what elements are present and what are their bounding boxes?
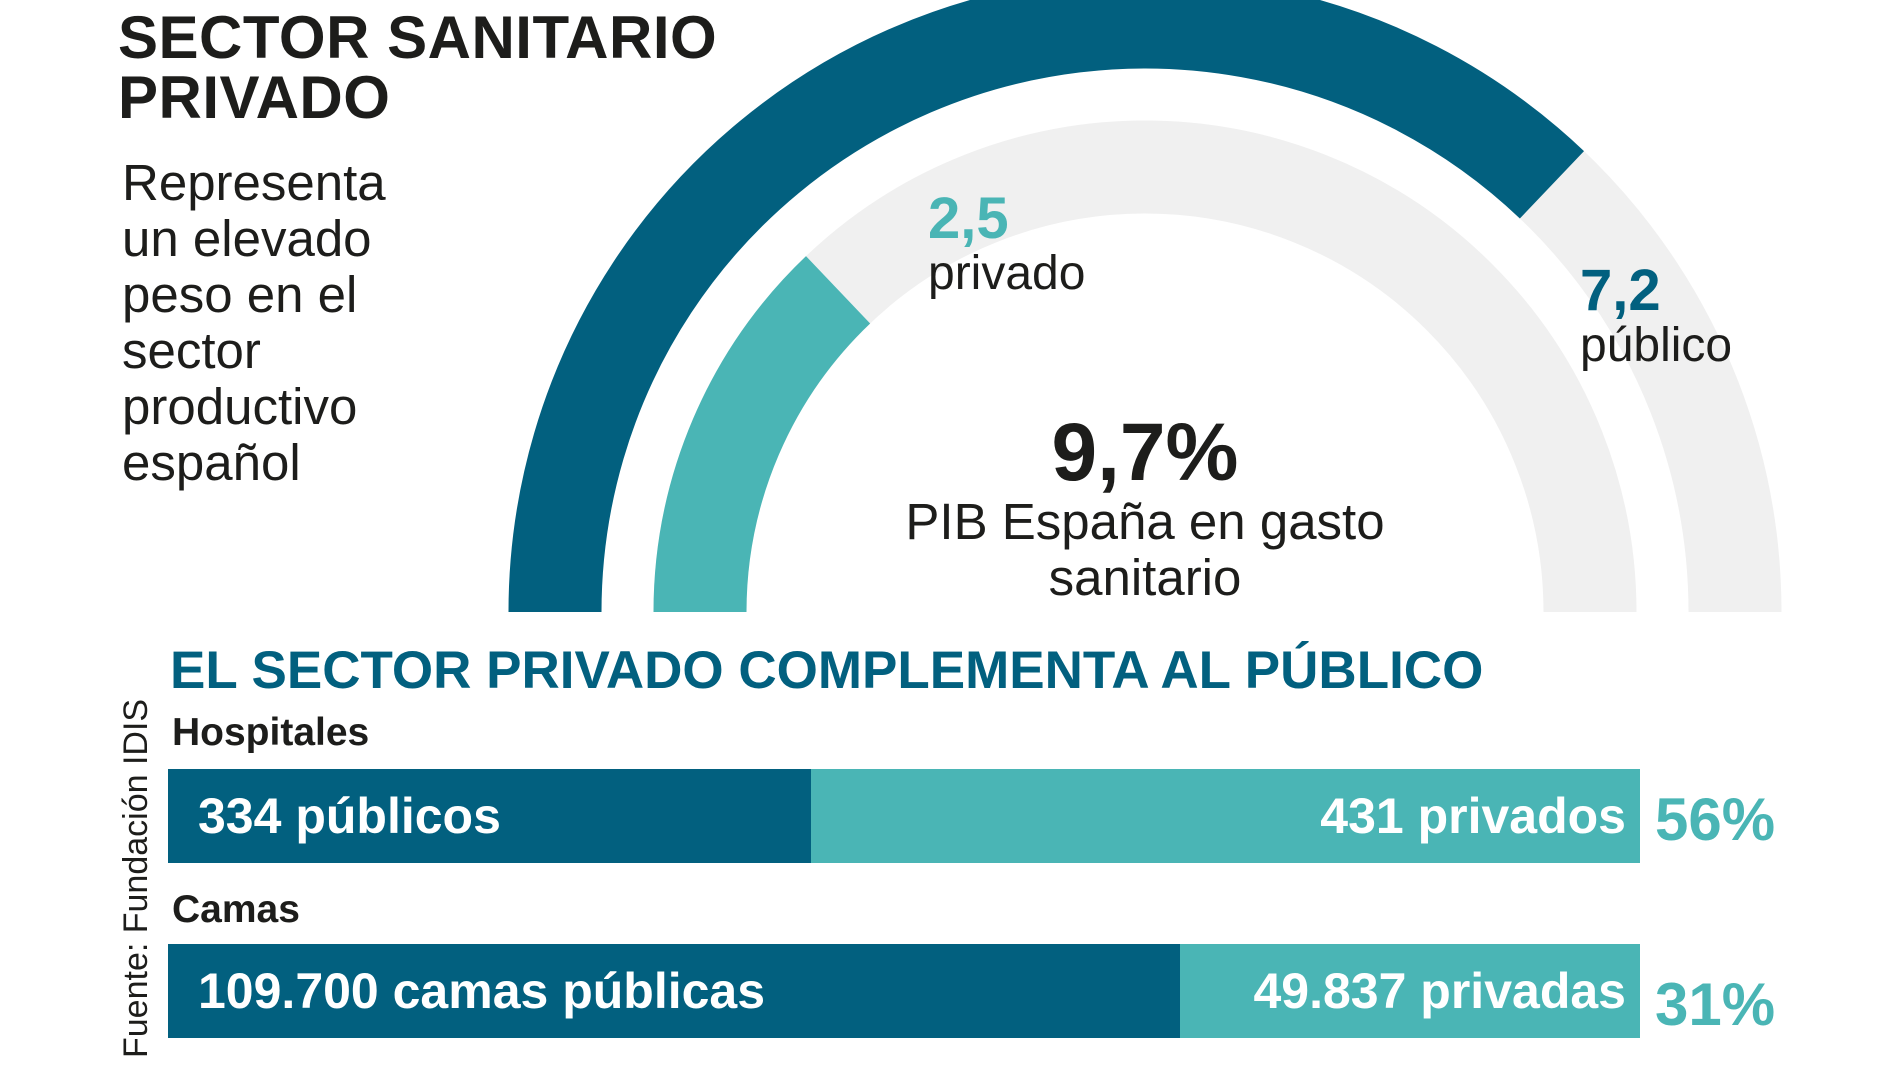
bars-title: EL SECTOR PRIVADO COMPLEMENTA AL PÚBLICO <box>170 641 1484 700</box>
description-line: peso en el <box>122 266 358 323</box>
description-line: sector <box>122 322 261 379</box>
description-line: productivo <box>122 378 358 435</box>
source-note: Fuente: Fundación IDIS <box>117 698 155 1058</box>
camas-private-share: 31% <box>1655 971 1776 1038</box>
hospitales-label: Hospitales <box>172 711 370 754</box>
gauge-chart <box>508 0 1782 613</box>
gauge-private-value: 2,5 <box>928 186 1009 251</box>
chart-title-line: SECTOR SANITARIO <box>118 4 718 71</box>
hospitales-private-label: 431 privados <box>1320 788 1626 844</box>
camas-public-label: 109.700 camas públicas <box>198 963 766 1019</box>
camas-private-segment: 49.837 privadas <box>1180 944 1640 1038</box>
gauge-public-name: público <box>1580 319 1733 372</box>
gauge-total-caption-line: sanitario <box>1048 549 1242 606</box>
hospitales-public-label: 334 públicos <box>198 788 501 844</box>
description-line: un elevado <box>122 210 372 267</box>
gauge-private-arc <box>653 256 871 613</box>
description-line: español <box>122 434 301 491</box>
chart-title-line: PRIVADO <box>118 64 391 131</box>
camas-label: Camas <box>172 888 300 931</box>
hospitales-public-segment: 334 públicos <box>168 769 811 863</box>
chart-title: SECTOR SANITARIO PRIVADO <box>118 8 717 128</box>
camas-private-label: 49.837 privadas <box>1253 963 1626 1019</box>
description: Representa un elevado peso en el sector … <box>122 155 386 491</box>
hospitales-private-segment: 431 privados <box>810 769 1640 863</box>
gauge-total-caption: PIB España en gasto sanitario <box>905 494 1384 606</box>
gauge-total-caption-line: PIB España en gasto <box>905 493 1385 550</box>
gauge-private-label: 2,5 privado <box>928 190 1085 300</box>
gauge-public-arc <box>508 0 1584 613</box>
description-line: Representa <box>122 154 386 211</box>
gauge-total-value: 9,7% <box>1051 407 1239 498</box>
hospitales-bar: 334 públicos 431 privados <box>168 769 1640 863</box>
camas-bar: 109.700 camas públicas 49.837 privadas <box>168 944 1640 1038</box>
camas-public-segment: 109.700 camas públicas <box>168 944 1181 1038</box>
gauge-public-label: 7,2 público <box>1580 262 1732 372</box>
gauge-total-label: 9,7% PIB España en gasto sanitario <box>905 412 1384 606</box>
gauge-public-value: 7,2 <box>1580 258 1661 323</box>
hospitales-private-share: 56% <box>1655 786 1776 853</box>
gauge-private-name: privado <box>928 247 1086 300</box>
